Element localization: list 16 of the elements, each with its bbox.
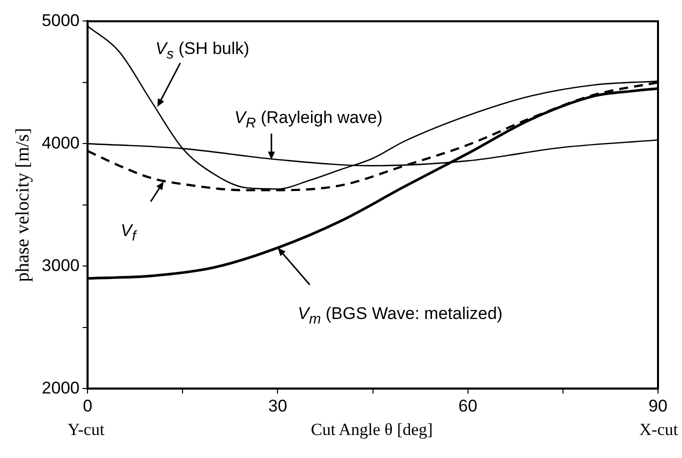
annotation: V$_{s}$ (SH bulk) — [155, 38, 250, 64]
y-tick-label: 3000 — [42, 256, 80, 275]
x-tick-label: 30 — [268, 396, 288, 416]
annotation: V$_{R}$ (Rayleigh wave) — [234, 106, 383, 133]
text: X-cut — [639, 420, 678, 439]
y-tick-label: 2000 — [42, 378, 80, 398]
x-tick-label: 90 — [648, 396, 668, 416]
annotation: V$_{m}$ (BGS Wave: metalized) — [298, 302, 503, 330]
x-axis-title: Cut Angle θ [deg] — [310, 420, 433, 440]
x-tick-label: 0 — [82, 396, 92, 416]
text: Y-cut — [68, 420, 104, 439]
y-tick-label: 5000 — [42, 10, 80, 30]
y-tick-label: 4000 — [42, 133, 80, 152]
annotation: V$_{f}$ — [120, 220, 136, 244]
y-axis-title: phase velocity [m/s] — [12, 128, 34, 282]
x-tick-label: 60 — [458, 396, 478, 416]
